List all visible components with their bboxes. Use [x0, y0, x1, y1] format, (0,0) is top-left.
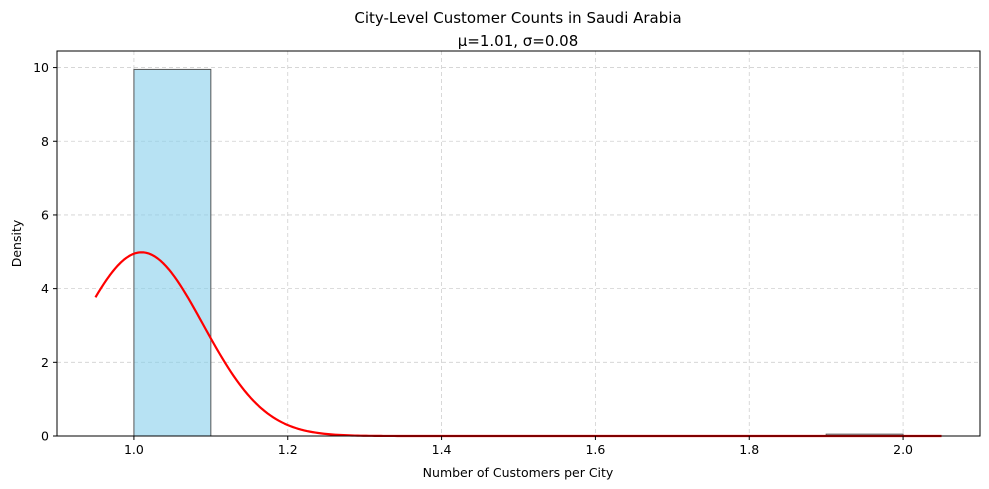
y-axis-label: Density	[9, 219, 24, 267]
x-axis-label: Number of Customers per City	[423, 465, 614, 480]
y-axis-ticks: 0 2 4 6 8 10	[33, 60, 57, 444]
chart-subtitle: μ=1.01, σ=0.08	[458, 32, 579, 50]
chart-title: City-Level Customer Counts in Saudi Arab…	[354, 9, 681, 27]
x-tick-label: 1.0	[124, 442, 144, 457]
normal-fit-curve	[94, 251, 942, 438]
fit-curve-layer	[94, 251, 942, 438]
y-tick-label: 8	[41, 134, 49, 149]
x-tick-label: 1.8	[739, 442, 759, 457]
histogram-bars	[133, 68, 904, 437]
y-tick-label: 0	[41, 429, 49, 444]
y-tick-label: 10	[33, 60, 49, 75]
x-tick-label: 1.6	[585, 442, 605, 457]
x-tick-label: 1.2	[278, 442, 298, 457]
x-axis-ticks: 1.0 1.2 1.4 1.6 1.8 2.0	[124, 436, 913, 457]
y-tick-label: 2	[41, 355, 49, 370]
y-tick-label: 6	[41, 207, 49, 222]
x-tick-label: 1.4	[432, 442, 452, 457]
y-tick-label: 4	[41, 281, 49, 296]
x-tick-label: 2.0	[893, 442, 913, 457]
plot-area-frame	[56, 50, 981, 437]
